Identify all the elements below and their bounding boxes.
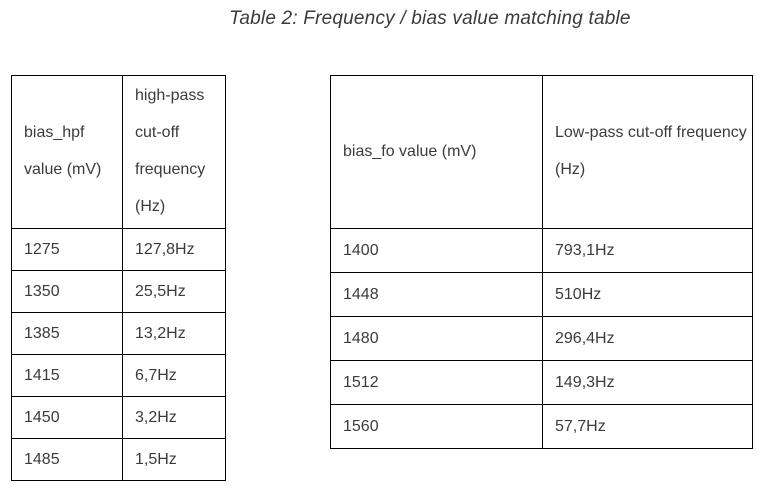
lpf-bias-value: 1480 — [330, 316, 543, 361]
table-row: 1512 149,3Hz — [330, 360, 753, 405]
hpf-frequency-value: 3,2Hz — [122, 396, 226, 439]
hpf-header-bias: bias_hpf value (mV) — [11, 75, 123, 229]
lpf-frequency-value: 149,3Hz — [542, 360, 753, 405]
hpf-bias-value: 1450 — [11, 396, 123, 439]
table-caption: Table 2: Frequency / bias value matching… — [229, 8, 631, 29]
hpf-frequency-value: 13,2Hz — [122, 312, 226, 355]
hpf-frequency-value: 6,7Hz — [122, 354, 226, 397]
lpf-bias-value: 1560 — [330, 404, 543, 449]
lpf-frequency-value: 57,7Hz — [542, 404, 753, 449]
table-row: 1275 127,8Hz — [11, 228, 226, 271]
hpf-bias-table: bias_hpf value (mV) high-pass cut-off fr… — [11, 75, 226, 481]
lpf-bias-table: bias_fo value (mV) Low-pass cut-off freq… — [330, 75, 753, 449]
table-header-row: bias_fo value (mV) Low-pass cut-off freq… — [330, 75, 753, 229]
table-row: 1448 510Hz — [330, 272, 753, 317]
lpf-frequency-value: 793,1Hz — [542, 228, 753, 273]
table-row: 1415 6,7Hz — [11, 354, 226, 397]
table-row: 1485 1,5Hz — [11, 438, 226, 481]
table-row: 1400 793,1Hz — [330, 228, 753, 273]
table-row: 1480 296,4Hz — [330, 316, 753, 361]
table-row: 1385 13,2Hz — [11, 312, 226, 355]
lpf-bias-value: 1400 — [330, 228, 543, 273]
lpf-header-bias: bias_fo value (mV) — [330, 75, 543, 229]
lpf-bias-value: 1512 — [330, 360, 543, 405]
hpf-bias-value: 1275 — [11, 228, 123, 271]
table-row: 1560 57,7Hz — [330, 404, 753, 449]
hpf-frequency-value: 25,5Hz — [122, 270, 226, 313]
lpf-header-frequency: Low-pass cut-off frequency (Hz) — [542, 75, 753, 229]
table-row: 1350 25,5Hz — [11, 270, 226, 313]
hpf-header-frequency: high-pass cut-off frequency (Hz) — [122, 75, 226, 229]
table-row: 1450 3,2Hz — [11, 396, 226, 439]
hpf-frequency-value: 127,8Hz — [122, 228, 226, 271]
table-header-row: bias_hpf value (mV) high-pass cut-off fr… — [11, 75, 226, 229]
lpf-frequency-value: 510Hz — [542, 272, 753, 317]
lpf-frequency-value: 296,4Hz — [542, 316, 753, 361]
hpf-bias-value: 1415 — [11, 354, 123, 397]
hpf-bias-value: 1350 — [11, 270, 123, 313]
hpf-bias-value: 1385 — [11, 312, 123, 355]
hpf-frequency-value: 1,5Hz — [122, 438, 226, 481]
lpf-bias-value: 1448 — [330, 272, 543, 317]
hpf-bias-value: 1485 — [11, 438, 123, 481]
